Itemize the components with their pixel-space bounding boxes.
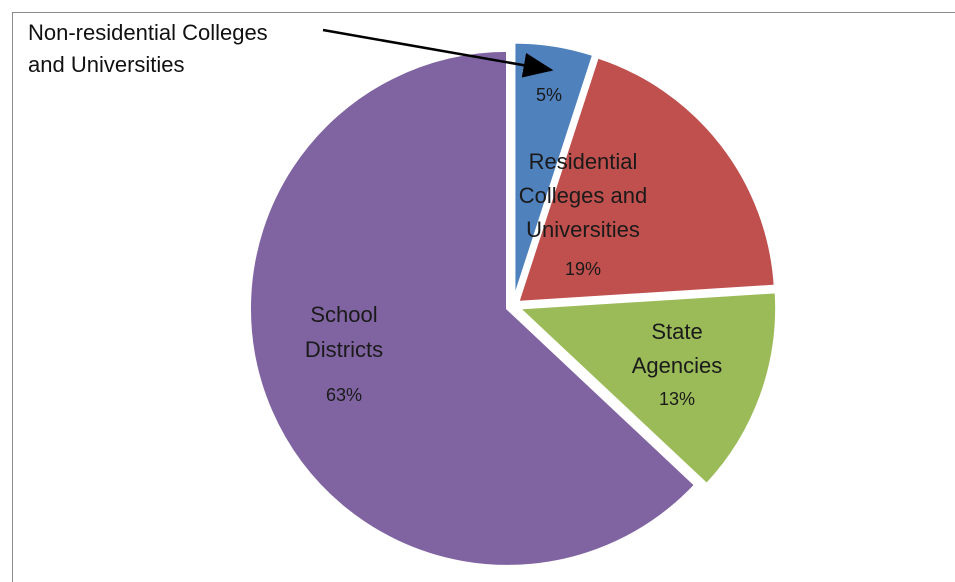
slice-label-3-line-1: Districts: [305, 337, 383, 362]
slices-layer: [248, 40, 779, 568]
slice-pct-0: 5%: [536, 85, 562, 105]
callout-arrow: [322, 28, 554, 78]
slice-label-2-line-0: State: [651, 319, 702, 344]
pie-slice-0: [512, 40, 596, 301]
slice-label-3-line-0: School: [310, 302, 377, 327]
pie-slice-3: [248, 48, 698, 568]
slice-label-1-line-2: Universities: [526, 217, 640, 242]
labels-layer: Non-residential Colleges and Universities…: [28, 20, 722, 409]
slice-label-1-line-0: Residential: [529, 149, 638, 174]
slice-label-0-line-1: and Universities: [28, 52, 185, 77]
slice-label-2-line-1: Agencies: [632, 353, 723, 378]
pie-chart: Non-residential Colleges and Universities…: [28, 20, 779, 568]
slice-pct-2: 13%: [659, 389, 695, 409]
slice-pct-1: 19%: [565, 259, 601, 279]
chart-area: Non-residential Colleges and Universities…: [12, 12, 955, 582]
slice-label-0-line-0: Non-residential Colleges: [28, 20, 268, 45]
slice-label-1-line-1: Colleges and: [519, 183, 647, 208]
pie-slice-1: [515, 55, 777, 304]
slice-pct-3: 63%: [326, 385, 362, 405]
pie-slice-2: [515, 290, 779, 487]
